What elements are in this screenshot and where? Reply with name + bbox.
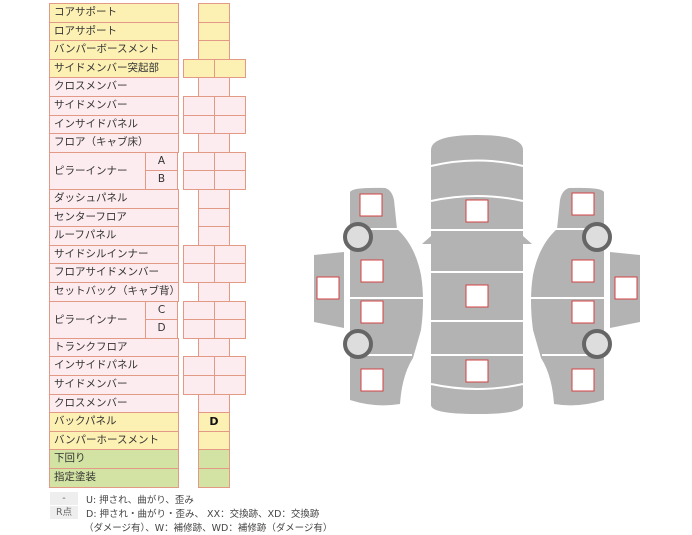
row-label: センターフロア [49,207,179,228]
damage-marker[interactable] [316,276,340,300]
row-label: フロア（キャブ床） [49,133,179,153]
damage-marker[interactable] [571,368,595,392]
damage-cell-right[interactable] [214,375,246,395]
damage-marker[interactable] [360,300,384,324]
legend-tag: - [50,492,78,505]
damage-cell-right[interactable] [214,170,246,190]
row-label: ピラーインナー [49,151,146,190]
row-label: フロアサイドメンバー [49,263,179,283]
damage-marker[interactable] [614,276,638,300]
legend-tag: R点 [50,506,78,519]
damage-marker[interactable] [571,259,595,283]
row-label: バンパーホースメント [49,430,179,451]
damage-marker[interactable] [465,199,489,223]
legend-text: （ダメージ有）、W：補修跡、WD：補修跡（ダメージ有） [84,523,333,534]
row-label: 下回り [49,449,179,469]
car-roof-body [431,135,523,414]
row-label: サイドシルインナー [49,244,179,265]
damage-marker[interactable] [465,284,489,308]
wheel-icon [343,222,373,252]
wheel-icon [343,329,373,359]
damage-cell-right[interactable] [214,319,246,339]
row-label: クロスメンバー [49,393,179,414]
damage-cell-right[interactable] [214,114,246,135]
damage-marker[interactable] [360,368,384,392]
wheel-icon [582,222,612,252]
row-label: バンパーボースメント [49,40,179,60]
damage-cell[interactable] [198,468,230,488]
damage-marker[interactable] [359,193,383,217]
row-sublabel: A [145,151,178,172]
legend-text: U: 押され、曲がり、歪み [86,495,194,506]
row-label: インサイドパネル [49,114,179,135]
damage-marker[interactable] [465,359,489,383]
damage-marker[interactable] [360,259,384,283]
damage-marker[interactable] [571,300,595,324]
legend-text: D: 押され・曲がり・歪み、 XX：交換跡、XD：交換跡 [86,509,320,520]
wheel-icon [582,329,612,359]
car-arrow-right [523,236,532,244]
row-label: バックパネル [49,412,179,432]
row-label: クロスメンバー [49,77,179,97]
row-label: サイドメンバー突起部 [49,58,179,79]
row-label: 指定塗装 [49,468,179,488]
damage-cell-right[interactable] [214,58,246,79]
damage-marker[interactable] [571,192,595,216]
row-label: サイドメンバー [49,96,179,116]
row-sublabel: C [145,300,178,321]
damage-cell-right[interactable] [214,263,246,283]
car-arrow-left [422,236,431,244]
row-label: ピラーインナー [49,300,146,339]
